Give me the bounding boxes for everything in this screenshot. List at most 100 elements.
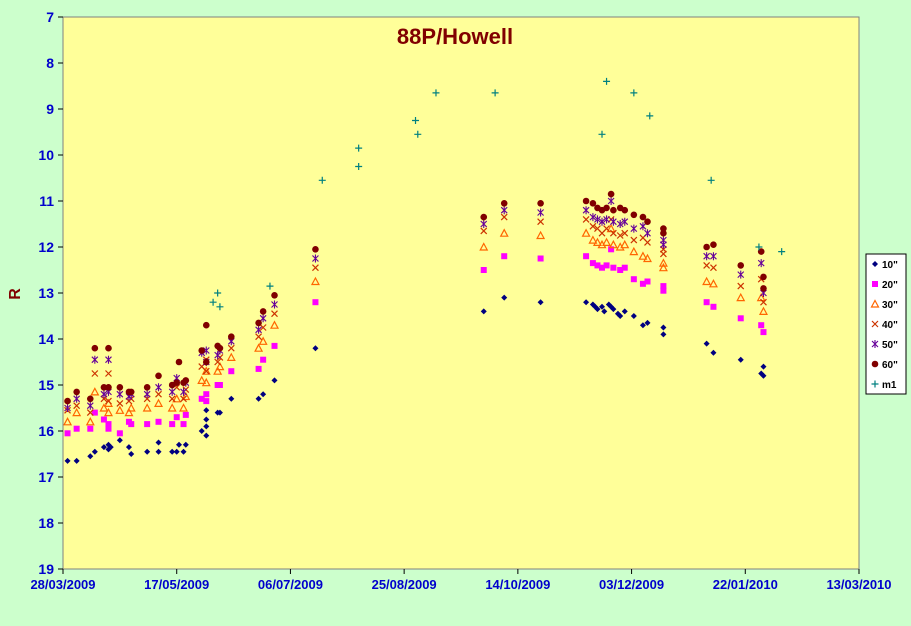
data-point xyxy=(258,336,268,345)
data-point xyxy=(588,235,598,244)
data-point xyxy=(203,391,210,398)
data-point xyxy=(103,407,113,417)
data-point xyxy=(259,324,267,331)
data-point xyxy=(155,390,162,398)
data-point xyxy=(85,417,95,426)
data-point xyxy=(603,225,610,233)
data-point xyxy=(116,399,124,407)
data-point xyxy=(660,331,667,338)
data-point xyxy=(128,451,135,457)
data-point xyxy=(271,292,278,299)
data-point xyxy=(266,282,274,290)
data-point xyxy=(175,441,182,448)
data-point xyxy=(480,267,487,273)
data-point xyxy=(594,215,601,224)
data-point xyxy=(91,344,99,352)
data-point xyxy=(621,308,628,315)
data-point xyxy=(64,457,71,464)
data-point xyxy=(594,262,601,269)
data-point xyxy=(270,320,280,329)
data-point xyxy=(537,218,545,226)
data-point xyxy=(630,276,637,283)
data-point xyxy=(91,409,98,416)
data-point xyxy=(73,402,81,410)
data-point xyxy=(173,414,180,421)
legend-marker xyxy=(872,261,878,267)
y-tick-label: 17 xyxy=(38,469,54,485)
data-point xyxy=(90,387,100,396)
y-tick-label: 10 xyxy=(38,147,54,163)
data-point xyxy=(500,213,508,221)
legend-entry-label: 10" xyxy=(882,260,898,271)
data-point xyxy=(116,384,124,391)
data-point xyxy=(708,279,718,288)
data-point xyxy=(64,404,71,412)
data-point xyxy=(312,246,319,253)
data-point xyxy=(168,395,176,403)
data-point xyxy=(639,213,647,221)
data-point xyxy=(537,208,544,217)
y-tick-label: 18 xyxy=(38,515,54,531)
data-point xyxy=(182,377,190,384)
data-point xyxy=(105,344,112,352)
data-point xyxy=(598,130,606,138)
data-point xyxy=(86,409,94,417)
legend-marker xyxy=(870,299,880,308)
data-point xyxy=(201,377,211,387)
data-point xyxy=(703,299,710,306)
data-point xyxy=(758,306,768,315)
data-point xyxy=(778,248,786,256)
data-point xyxy=(155,383,162,392)
data-point xyxy=(203,432,210,439)
data-point xyxy=(180,421,187,428)
data-point xyxy=(64,430,71,437)
data-point xyxy=(702,276,712,286)
legend-box xyxy=(865,253,907,395)
data-point xyxy=(660,225,667,232)
y-tick-label: 14 xyxy=(38,331,54,347)
data-point xyxy=(259,314,267,323)
y-tick-label: 16 xyxy=(38,423,54,439)
data-point xyxy=(581,228,591,237)
data-point xyxy=(621,206,629,214)
data-point xyxy=(414,130,422,138)
data-point xyxy=(203,416,210,423)
data-point xyxy=(583,253,590,260)
data-point xyxy=(73,394,81,403)
data-point xyxy=(620,239,630,249)
data-point xyxy=(660,287,667,294)
data-point xyxy=(72,407,82,417)
data-point xyxy=(660,324,667,331)
data-point xyxy=(100,390,108,399)
data-point xyxy=(737,315,744,322)
data-point xyxy=(537,299,544,306)
data-point xyxy=(155,439,162,446)
data-point xyxy=(73,425,80,432)
series-5-markers xyxy=(64,197,767,412)
data-point xyxy=(180,395,187,403)
data-point xyxy=(91,370,99,377)
data-point xyxy=(271,310,278,318)
data-point xyxy=(105,425,112,432)
data-point xyxy=(646,112,654,120)
data-point xyxy=(500,206,508,215)
data-point xyxy=(214,289,222,297)
data-point xyxy=(602,237,612,246)
data-point xyxy=(179,403,189,412)
series-7-markers xyxy=(209,77,786,311)
data-point xyxy=(594,306,601,313)
data-point xyxy=(124,407,134,417)
data-point xyxy=(271,342,278,349)
y-tick-label: 19 xyxy=(38,561,54,577)
data-point xyxy=(142,403,152,412)
data-point xyxy=(216,344,224,352)
data-point xyxy=(144,421,151,428)
data-point xyxy=(254,343,264,352)
data-point xyxy=(658,262,668,272)
data-point xyxy=(610,306,617,313)
data-point xyxy=(201,366,211,375)
y-tick-label: 8 xyxy=(46,55,54,71)
data-point xyxy=(608,239,618,249)
data-point xyxy=(181,391,191,401)
